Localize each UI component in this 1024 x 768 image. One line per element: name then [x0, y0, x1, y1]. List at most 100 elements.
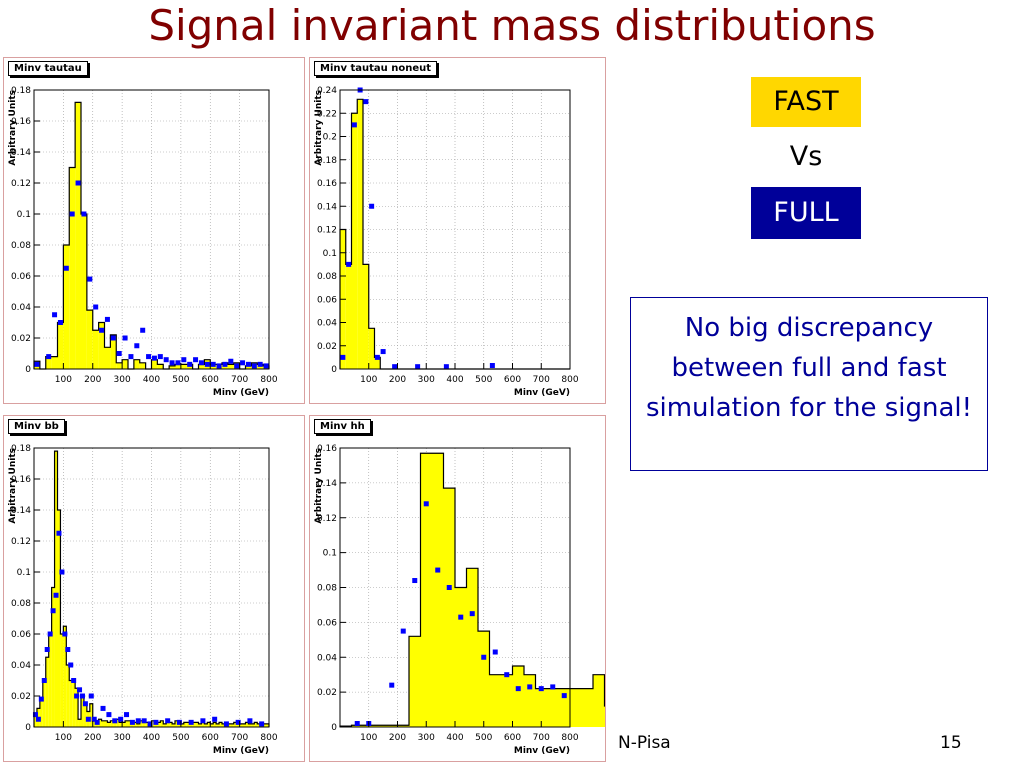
- histogram-bar: [139, 720, 143, 727]
- y-tick-label: 0.06: [11, 630, 31, 640]
- histogram-bar: [113, 720, 117, 727]
- y-tick-label: 0.1: [323, 249, 337, 259]
- histogram-bar: [86, 310, 93, 369]
- histogram-bar: [363, 264, 369, 369]
- histogram-bar: [207, 722, 211, 727]
- data-point: [165, 718, 171, 724]
- x-tick-label: 100: [360, 375, 377, 385]
- x-tick-label: 600: [202, 733, 219, 743]
- y-tick-label: 0.1: [323, 549, 337, 559]
- histogram-bar: [78, 719, 81, 727]
- x-tick-label: 700: [533, 375, 550, 385]
- y-tick-label: 0.12: [317, 226, 337, 236]
- histogram-bar: [39, 699, 43, 727]
- y-axis-label: Arbitrary Units: [8, 90, 18, 166]
- x-tick-label: 600: [504, 733, 521, 743]
- histogram-bar: [166, 722, 170, 727]
- histogram-bar: [81, 696, 84, 727]
- histogram-bar: [478, 631, 490, 727]
- histogram-bar: [42, 680, 46, 727]
- data-point: [32, 712, 38, 718]
- data-point: [93, 304, 99, 310]
- histogram-bar: [397, 725, 409, 727]
- histogram-bar: [245, 722, 249, 727]
- data-point: [74, 693, 80, 699]
- histogram-bar: [386, 725, 398, 727]
- histogram-title: Minv tautau noneut: [314, 61, 438, 76]
- y-tick-label: 0.02: [11, 692, 31, 702]
- data-point: [56, 530, 62, 536]
- histogram-bar: [157, 364, 164, 369]
- chart-panel-minv-tautau-noneut: 0 0.02 0.04 0.06 0.08 0.1 0.12 0.14 0.16 0.18 0.2 0…: [309, 57, 606, 404]
- histogram-bar: [63, 626, 67, 727]
- data-point: [245, 361, 251, 367]
- y-tick-label: 0.22: [317, 109, 337, 119]
- y-tick-label: 0: [25, 723, 31, 733]
- histogram-bar: [213, 722, 217, 727]
- histogram-bar: [204, 723, 208, 727]
- histogram-bar: [98, 719, 102, 727]
- histogram-bar: [489, 674, 501, 727]
- data-point: [469, 611, 475, 617]
- data-point: [41, 678, 47, 683]
- slide-title: Signal invariant mass distributions: [148, 1, 876, 50]
- y-tick-label: 0.14: [317, 479, 337, 489]
- histogram-outline: [339, 452, 605, 727]
- histogram-minv-tautau-noneut: 0 0.02 0.04 0.06 0.08 0.1 0.12 0.14 0.16 0.18 0.2 0…: [314, 86, 579, 398]
- x-tick-label: 400: [143, 375, 160, 385]
- y-tick-label: 0.04: [317, 319, 337, 329]
- histogram-bar: [192, 722, 196, 727]
- histogram-bar: [195, 722, 199, 727]
- data-point: [169, 360, 175, 366]
- data-point: [369, 203, 375, 209]
- y-tick-label: 0.08: [11, 599, 31, 609]
- histogram-bar: [222, 723, 225, 727]
- data-point: [561, 693, 567, 699]
- y-tick-label: 0.16: [317, 179, 337, 189]
- histogram-bar: [233, 722, 237, 727]
- y-tick-label: 0.08: [317, 584, 337, 594]
- data-point: [35, 716, 41, 722]
- data-point: [340, 354, 346, 360]
- histogram-bar: [547, 688, 559, 727]
- data-point: [187, 361, 193, 367]
- y-tick-label: 0.18: [11, 86, 31, 96]
- data-point: [79, 693, 85, 699]
- y-tick-label: 0.08: [317, 272, 337, 282]
- data-point: [88, 693, 94, 699]
- x-tick-label: 800: [561, 375, 578, 385]
- y-tick-label: 0.02: [317, 688, 337, 698]
- x-tick-label: 200: [389, 375, 406, 385]
- histogram-bar: [169, 722, 173, 727]
- histogram-bar: [75, 688, 79, 727]
- histogram-bar: [201, 722, 205, 727]
- data-point: [538, 686, 544, 692]
- histogram-bar: [57, 322, 64, 369]
- data-point: [85, 716, 91, 722]
- data-point: [251, 363, 257, 369]
- x-tick-label: 700: [533, 733, 550, 743]
- y-tick-label: 0.16: [11, 475, 31, 485]
- histogram-title: Minv bb: [8, 419, 65, 434]
- y-tick-label: 0.04: [11, 661, 31, 671]
- histogram-bar: [139, 362, 146, 369]
- data-point: [354, 721, 360, 727]
- x-tick-label: 800: [260, 733, 277, 743]
- data-point: [374, 354, 380, 360]
- histogram-bar: [216, 723, 220, 727]
- data-point: [81, 211, 87, 217]
- data-point: [435, 567, 441, 573]
- histogram-bar: [45, 356, 52, 369]
- y-tick-label: 0.14: [317, 202, 337, 212]
- y-tick-label: 0.1: [17, 568, 31, 578]
- data-point: [110, 335, 116, 341]
- histogram-bar: [409, 636, 421, 727]
- data-point: [423, 501, 429, 507]
- y-axis-label: Arbitrary Units: [8, 448, 18, 524]
- data-point: [446, 585, 452, 590]
- histogram-bar: [524, 674, 536, 727]
- x-tick-label: 800: [260, 375, 277, 385]
- data-point: [481, 654, 487, 660]
- data-point: [363, 99, 369, 105]
- histogram-bar: [227, 723, 231, 727]
